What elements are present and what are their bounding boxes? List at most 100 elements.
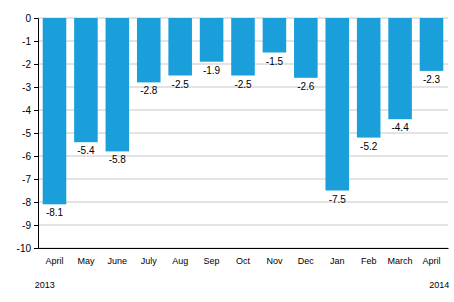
x-tick: June — [108, 248, 128, 266]
data-label: -1.9 — [203, 65, 221, 76]
y-tick-mark — [34, 202, 38, 203]
y-tick-label: -7 — [22, 174, 31, 185]
grid-line — [38, 225, 448, 226]
x-tick-label: Feb — [361, 256, 377, 266]
bar — [263, 18, 287, 53]
grid-line — [38, 133, 448, 134]
y-tick: -9 — [22, 220, 38, 231]
bar — [294, 18, 318, 78]
data-label: -5.2 — [360, 141, 378, 152]
y-tick-label: -3 — [22, 82, 31, 93]
x-tick-label: June — [108, 256, 128, 266]
y-tick-label: -9 — [22, 220, 31, 231]
y-tick-label: 0 — [25, 13, 31, 24]
grid — [38, 18, 448, 248]
bar — [168, 18, 192, 76]
y-tick-mark — [34, 179, 38, 180]
year-label: 2014 — [429, 280, 449, 290]
data-label: -5.8 — [109, 154, 127, 165]
x-tick-label: April — [422, 256, 440, 266]
year-label: 2013 — [35, 280, 55, 290]
x-tick: April — [422, 248, 440, 266]
x-tick-label: May — [77, 256, 95, 266]
plot: 0-1-2-3-4-5-6-7-8-9-10-8.1-5.4-5.8-2.8-2… — [17, 13, 450, 290]
bar — [325, 18, 349, 191]
y-tick: -3 — [22, 82, 38, 93]
y-tick-label: -1 — [22, 36, 31, 47]
data-label: -2.5 — [172, 79, 190, 90]
y-tick-mark — [34, 248, 38, 249]
y-tick: -5 — [22, 128, 38, 139]
y-tick: -4 — [22, 105, 38, 116]
data-label: -7.5 — [329, 194, 347, 205]
x-tick: March — [388, 248, 413, 266]
bar — [357, 18, 381, 138]
x-tick: May — [77, 248, 95, 266]
grid-line — [38, 110, 448, 111]
y-tick-label: -10 — [17, 243, 32, 254]
y-tick-mark — [34, 64, 38, 65]
x-tick-label: April — [45, 256, 63, 266]
data-label: -1.5 — [266, 56, 284, 67]
y-tick: -8 — [22, 197, 38, 208]
annotations: 2013 2014 — [35, 280, 450, 290]
y-tick-mark — [34, 87, 38, 88]
data-label: -2.5 — [234, 79, 252, 90]
data-label: -2.6 — [297, 81, 315, 92]
x-tick-label: Dec — [298, 256, 315, 266]
grid-line — [38, 248, 448, 249]
x-tick-label: Jan — [330, 256, 345, 266]
x-axis-line — [39, 248, 449, 249]
x-tick: July — [141, 248, 158, 266]
x-tick-label: July — [141, 256, 158, 266]
y-tick-mark — [34, 133, 38, 134]
x-tick: Jan — [330, 248, 345, 266]
x-tick: April — [45, 248, 63, 266]
grid-line — [38, 202, 448, 203]
x-axis: April May June July Aug Sep Oct Nov Dec Jan Feb Mar… — [39, 248, 449, 266]
x-tick: Dec — [298, 248, 315, 266]
y-tick: -6 — [22, 151, 38, 162]
x-tick-label: Oct — [236, 256, 251, 266]
grid-line — [38, 156, 448, 157]
y-tick-mark — [34, 225, 38, 226]
y-tick: -2 — [22, 59, 38, 70]
data-label: -2.8 — [140, 85, 158, 96]
y-tick-mark — [34, 18, 38, 19]
x-tick-label: Aug — [172, 256, 188, 266]
data-labels: -8.1-5.4-5.8-2.8-2.5-1.9-2.5-1.5-2.6-7.5… — [46, 56, 441, 219]
bar — [74, 18, 98, 142]
bar — [137, 18, 161, 82]
y-tick-label: -5 — [22, 128, 31, 139]
x-tick: Oct — [236, 248, 251, 266]
y-axis-line — [34, 19, 39, 249]
bar — [388, 18, 412, 119]
x-tick-label: Sep — [204, 256, 220, 266]
y-tick-label: -2 — [22, 59, 31, 70]
x-tick: Feb — [361, 248, 377, 266]
y-tick-mark — [34, 156, 38, 157]
y-tick-label: -8 — [22, 197, 31, 208]
grid-line — [38, 179, 448, 180]
y-tick-label: -4 — [22, 105, 31, 116]
bar — [420, 18, 444, 71]
x-tick: Sep — [204, 248, 220, 266]
bar — [106, 18, 130, 151]
y-axis: 0 -1 -2 -3 -4 -5 -6 -7 -8 -9 -10 — [17, 13, 39, 254]
y-tick-label: -6 — [22, 151, 31, 162]
x-tick: Nov — [266, 248, 283, 266]
y-tick-mark — [34, 41, 38, 42]
data-label: -8.1 — [46, 207, 64, 218]
y-tick: -10 — [17, 243, 38, 254]
y-tick-mark — [34, 110, 38, 111]
bars — [43, 18, 444, 204]
data-label: -4.4 — [391, 122, 409, 133]
x-tick-label: Nov — [266, 256, 283, 266]
x-tick-label: March — [388, 256, 413, 266]
bar — [200, 18, 224, 62]
bar — [231, 18, 255, 76]
data-label: -2.3 — [423, 74, 441, 85]
bar — [43, 18, 67, 204]
y-tick: 0 — [25, 13, 38, 24]
x-tick: Aug — [172, 248, 188, 266]
